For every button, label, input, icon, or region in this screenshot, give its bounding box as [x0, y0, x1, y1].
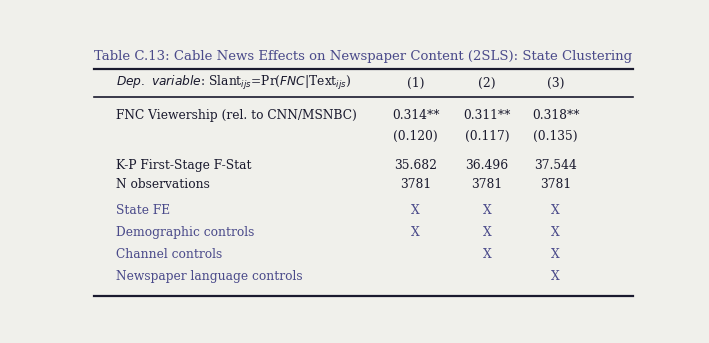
- Text: X: X: [552, 248, 560, 261]
- Text: 0.314**: 0.314**: [392, 109, 440, 122]
- Text: 0.318**: 0.318**: [532, 109, 579, 122]
- Text: 3781: 3781: [471, 178, 503, 191]
- Text: X: X: [552, 270, 560, 283]
- Text: (2): (2): [478, 77, 496, 90]
- Text: (3): (3): [547, 77, 564, 90]
- Text: 3781: 3781: [400, 178, 431, 191]
- Text: (0.120): (0.120): [393, 130, 438, 143]
- Text: FNC Viewership (rel. to CNN/MSNBC): FNC Viewership (rel. to CNN/MSNBC): [116, 109, 357, 122]
- Text: 36.496: 36.496: [465, 159, 508, 172]
- Text: Table C.13: Cable News Effects on Newspaper Content (2SLS): State Clustering: Table C.13: Cable News Effects on Newspa…: [94, 50, 632, 63]
- Text: Demographic controls: Demographic controls: [116, 226, 255, 239]
- Text: 37.544: 37.544: [535, 159, 577, 172]
- Text: Newspaper language controls: Newspaper language controls: [116, 270, 303, 283]
- Text: 0.311**: 0.311**: [463, 109, 510, 122]
- Text: (0.135): (0.135): [533, 130, 578, 143]
- Text: Channel controls: Channel controls: [116, 248, 223, 261]
- Text: 3781: 3781: [540, 178, 571, 191]
- Text: X: X: [483, 248, 491, 261]
- Text: X: X: [411, 204, 420, 217]
- Text: $\it{Dep.\ variable}$: Slant$_{ijs}$=Pr($FNC$|Text$_{ijs}$): $\it{Dep.\ variable}$: Slant$_{ijs}$=Pr(…: [116, 74, 352, 92]
- Text: X: X: [483, 226, 491, 239]
- Text: X: X: [411, 226, 420, 239]
- Text: (0.117): (0.117): [464, 130, 509, 143]
- Text: K-P First-Stage F-Stat: K-P First-Stage F-Stat: [116, 159, 252, 172]
- Text: State FE: State FE: [116, 204, 170, 217]
- Text: X: X: [552, 204, 560, 217]
- Text: (1): (1): [407, 77, 424, 90]
- Text: N observations: N observations: [116, 178, 210, 191]
- Text: X: X: [483, 204, 491, 217]
- Text: X: X: [552, 226, 560, 239]
- Text: 35.682: 35.682: [394, 159, 437, 172]
